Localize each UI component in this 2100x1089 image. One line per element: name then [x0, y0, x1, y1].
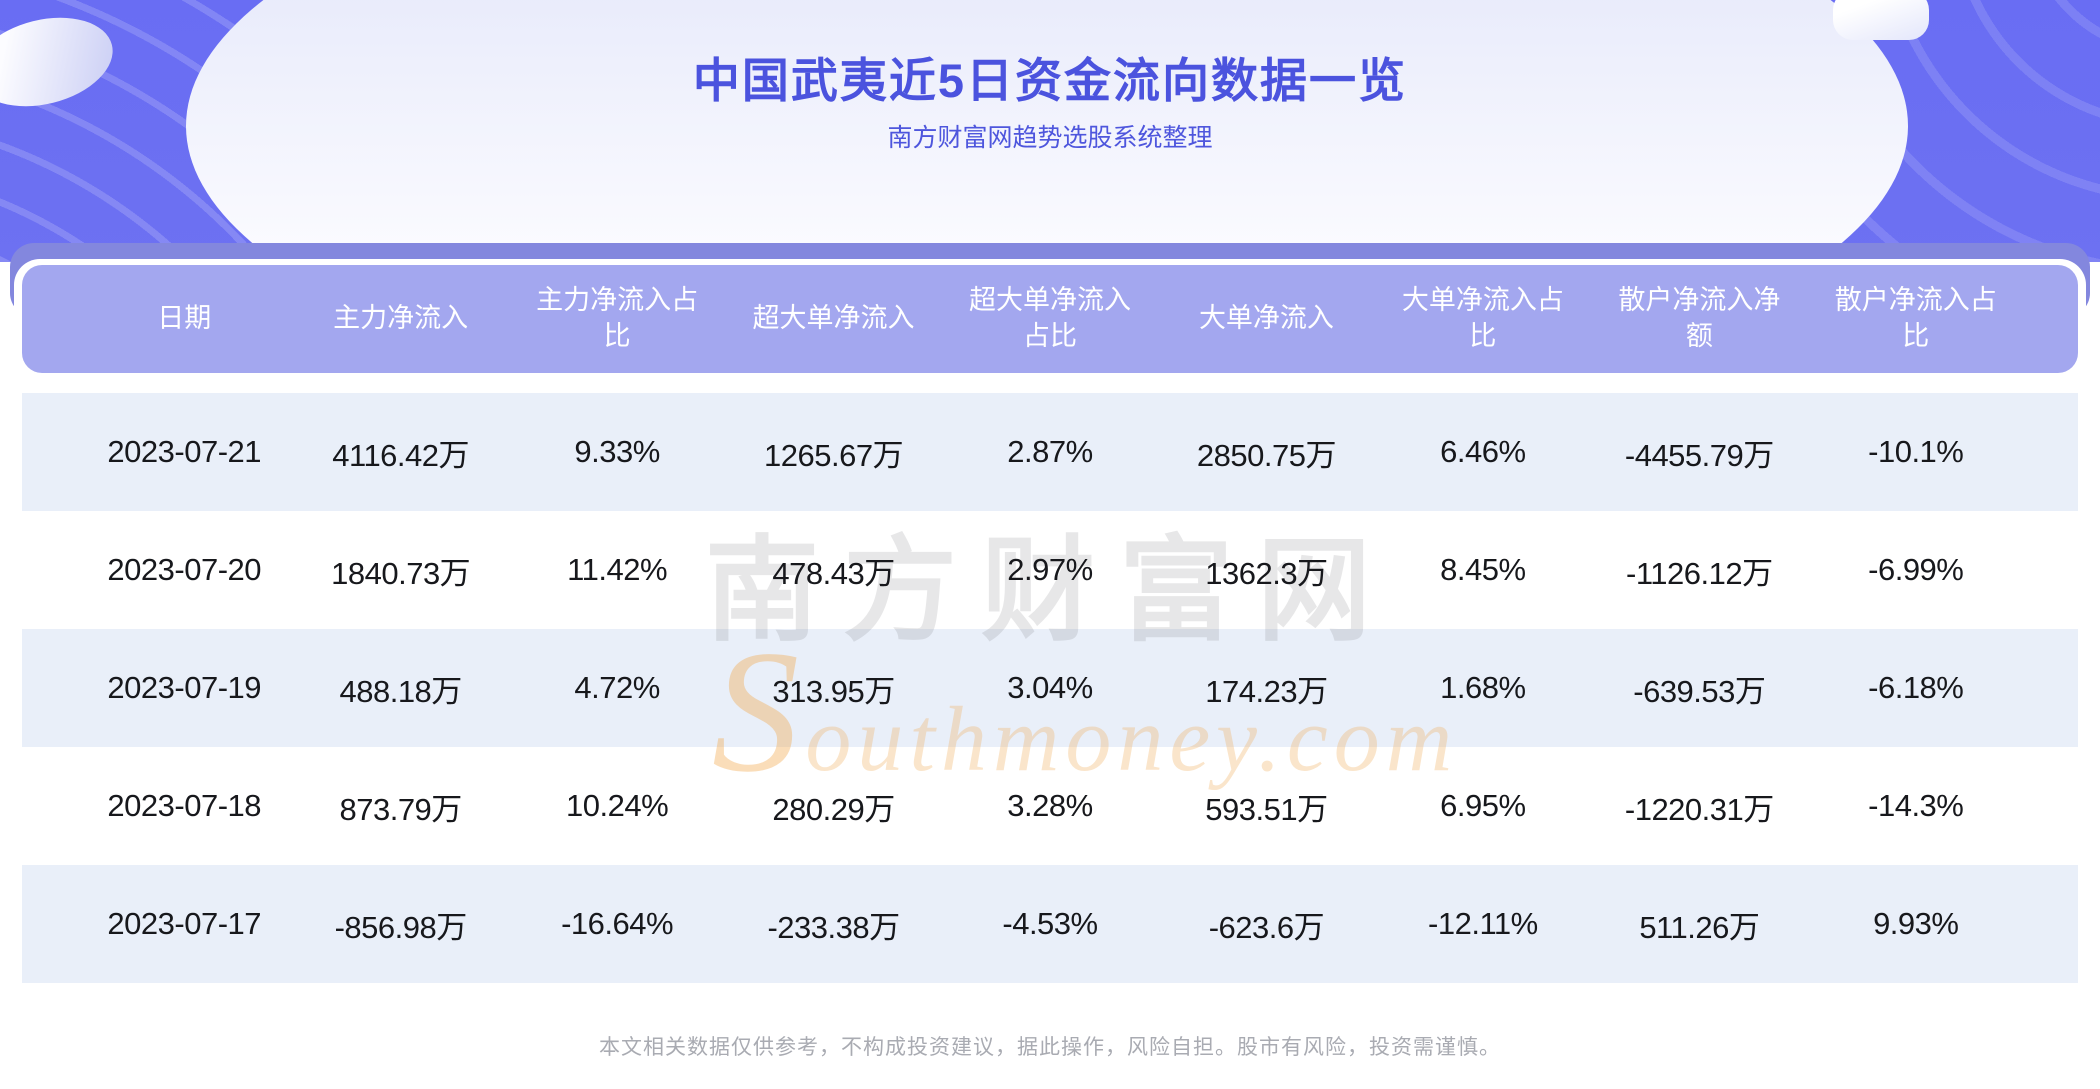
top-banner: 中国武夷近5日资金流向数据一览 南方财富网趋势选股系统整理 — [0, 0, 2100, 262]
table-cell: 593.51万 — [1205, 791, 1328, 827]
table-cell: 1840.73万 — [331, 555, 471, 591]
table-cell: 1.68% — [1440, 670, 1526, 705]
header-cell: 超大单净流入 — [752, 303, 915, 334]
data-table-card: 日期 主力净流入 主力净流入占比 超大单净流入 超大单净流入占比 大单净流入 大单净流入占比… — [14, 259, 2086, 1001]
decor-center-panel — [186, 0, 1908, 262]
table-cell: -14.3% — [1868, 788, 1964, 823]
table-cell: 9.33% — [574, 434, 660, 469]
header-cell: 大单净流入占比 — [1401, 285, 1564, 351]
table-cell: -4455.79万 — [1624, 437, 1774, 473]
decor-pill-top-right — [1833, 0, 1929, 40]
header-cell: 主力净流入 — [333, 303, 469, 334]
table-cell: 488.18万 — [339, 673, 462, 709]
table-cell: 2023-07-18 — [107, 788, 261, 823]
table-cell: 511.26万 — [1639, 909, 1760, 945]
table-cell: 9.93% — [1873, 906, 1959, 941]
table-cell: 2.87% — [1007, 434, 1093, 469]
table-cell: 2023-07-17 — [107, 906, 261, 941]
table-cell: 6.95% — [1440, 788, 1526, 823]
table-cell: 280.29万 — [772, 791, 895, 827]
table-header-row: 日期 主力净流入 主力净流入占比 超大单净流入 超大单净流入占比 大单净流入 大单净流入占比… — [22, 265, 2078, 373]
table-cell: -856.98万 — [334, 909, 468, 945]
table-cell: 4.72% — [574, 670, 660, 705]
table-cell: -6.18% — [1868, 670, 1964, 705]
table-cell: 313.95万 — [772, 673, 895, 709]
table-cell: 3.04% — [1007, 670, 1093, 705]
table-row: 2023-07-20 1840.73万 11.42% 478.43万 2.97% 1362… — [22, 511, 2078, 629]
page-title: 中国武夷近5日资金流向数据一览 — [692, 54, 1408, 107]
header-cell: 超大单净流入占比 — [968, 285, 1131, 351]
table-cell: -12.11% — [1428, 906, 1538, 941]
table-cell: 6.46% — [1440, 434, 1526, 469]
table-cell: -4.53% — [1002, 906, 1098, 941]
header-cell: 主力净流入占比 — [536, 285, 699, 351]
table-row: 2023-07-19 488.18万 4.72% 313.95万 3.04% 174.23… — [22, 629, 2078, 747]
header-cell: 散户净流入净额 — [1618, 285, 1781, 351]
table-row: 2023-07-21 4116.42万 9.33% 1265.67万 2.87% 2850… — [22, 393, 2078, 511]
table-cell: 2023-07-21 — [107, 434, 261, 469]
table-cell: -1126.12万 — [1626, 555, 1773, 591]
table-cell: 873.79万 — [339, 791, 462, 827]
table-cell: 1362.3万 — [1205, 555, 1328, 591]
table-row: 2023-07-17 -856.98万 -16.64% -233.38万 -4.53% -… — [22, 865, 2078, 983]
table-cell: 2023-07-19 — [107, 670, 261, 705]
table-cell: -233.38万 — [767, 909, 900, 945]
table-cell: 3.28% — [1007, 788, 1093, 823]
header-cell: 日期 — [157, 303, 212, 334]
page-subtitle: 南方财富网趋势选股系统整理 — [887, 124, 1213, 152]
header-cell: 散户净流入占比 — [1834, 285, 1997, 351]
header-cell: 大单净流入 — [1198, 303, 1334, 334]
table-row: 2023-07-18 873.79万 10.24% 280.29万 3.28% 593.5… — [22, 747, 2078, 865]
table-cell: -10.1% — [1868, 434, 1964, 469]
table-body: 2023-07-21 4116.42万 9.33% 1265.67万 2.87% 2850… — [22, 393, 2078, 983]
table-cell: 174.23万 — [1205, 673, 1328, 709]
table-cell: 4116.42万 — [332, 437, 470, 473]
table-cell: 11.42% — [567, 552, 668, 587]
table-cell: -639.53万 — [1633, 673, 1766, 709]
table-cell: -1220.31万 — [1624, 791, 1774, 827]
table-cell: 10.24% — [566, 788, 669, 823]
table-cell: 8.45% — [1440, 552, 1526, 587]
table-cell: 478.43万 — [772, 555, 895, 591]
table-cell: 2.97% — [1007, 552, 1093, 587]
disclaimer-text: 本文相关数据仅供参考，不构成投资建议，据此操作，风险自担。股市有风险，投资需谨慎… — [599, 1036, 1501, 1059]
table-cell: -6.99% — [1868, 552, 1964, 587]
table-cell: 2850.75万 — [1196, 437, 1337, 473]
table-cell: 1265.67万 — [764, 437, 904, 473]
table-cell: 2023-07-20 — [107, 552, 261, 587]
table-cell: -623.6万 — [1208, 909, 1325, 945]
table-cell: -16.64% — [561, 906, 674, 941]
